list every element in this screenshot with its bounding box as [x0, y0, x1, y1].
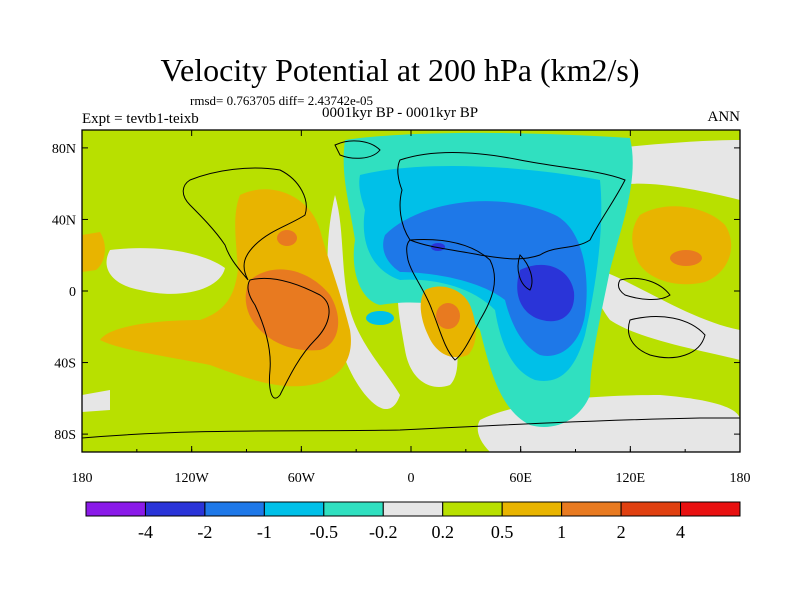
colorbar-labels: -4 -2 -1 -0.5 -0.2 0.2 0.5 1 2 4	[138, 522, 685, 542]
period-label: 0001kyr BP - 0001kyr BP	[322, 105, 479, 121]
season-label: ANN	[707, 109, 741, 125]
contour-pos-1-caribbean	[277, 230, 297, 246]
contour-neg-2-sahara	[431, 243, 445, 251]
contour-neutral-pacific	[106, 248, 225, 294]
contour-neutral-west-edge	[82, 390, 110, 412]
y-tick-label: 40N	[52, 213, 76, 228]
colorbar-label: -4	[138, 522, 153, 542]
x-tick-label: 60W	[288, 471, 316, 486]
coastlines	[82, 140, 740, 439]
y-tick-label: 80S	[54, 428, 76, 443]
coast-eurasia	[397, 152, 626, 260]
x-tick-label: 120E	[616, 471, 646, 486]
x-tick-label: 60E	[509, 471, 532, 486]
colorbar	[85, 501, 741, 517]
colorbar-label: 0.5	[491, 522, 514, 542]
contour-pos-1-pacific	[670, 250, 702, 266]
y-tick-label: 80N	[52, 142, 76, 157]
coast-antarctica	[82, 417, 740, 439]
colorbar-label: -2	[197, 522, 212, 542]
colorbar-swatch	[442, 501, 503, 517]
experiment-label: Expt = tevtb1-teixb	[82, 111, 199, 127]
y-tick-label: 40S	[54, 357, 76, 372]
contour-pos-1-americas	[245, 269, 339, 351]
colorbar-swatch	[561, 501, 622, 517]
x-tick-label: 120W	[175, 471, 210, 486]
colorbar-label: 1	[557, 522, 566, 542]
colorbar-label: 0.2	[431, 522, 454, 542]
contour-neutral-pacific-west	[594, 270, 740, 360]
coast-india	[517, 254, 533, 291]
stats-line: rmsd= 0.763705 diff= 2.43742e-05	[190, 93, 374, 108]
coast-north-america	[182, 167, 307, 281]
contour-pos-0-5-pacific	[632, 206, 732, 285]
x-tick-label: 180	[72, 471, 93, 486]
x-tick-label: 0	[408, 471, 415, 486]
colorbar-swatch	[501, 501, 563, 517]
contour-field	[82, 130, 740, 452]
coast-africa	[406, 239, 496, 361]
coast-australia	[627, 315, 706, 359]
colorbar-swatch	[263, 501, 325, 517]
contour-neutral-northeast	[596, 140, 740, 200]
coast-south-america	[247, 277, 330, 399]
contour-pos-0-5-west-edge	[82, 232, 105, 272]
colorbar-swatch	[382, 501, 444, 517]
coast-greenland	[334, 140, 381, 159]
colorbar-swatch	[323, 501, 384, 517]
colorbar-swatch	[680, 501, 741, 517]
colorbar-label: -0.5	[310, 522, 339, 542]
colorbar-label: 2	[617, 522, 626, 542]
map-title: Velocity Potential at 200 hPa (km2/s)	[160, 52, 640, 88]
x-axis: 180 120W 60W 0 60E 120E 180	[72, 130, 751, 486]
colorbar-label: 4	[676, 522, 685, 542]
colorbar-swatch	[144, 501, 206, 517]
y-axis: 80N 40N 0 40S 80S	[52, 142, 740, 443]
colorbar-swatch	[620, 501, 682, 517]
coast-indonesia	[617, 277, 671, 300]
x-tick-label: 180	[730, 471, 751, 486]
contour-neg-atlantic-small	[366, 311, 394, 325]
colorbar-label: -0.2	[369, 522, 398, 542]
colorbar-label: -1	[257, 522, 272, 542]
y-tick-label: 0	[69, 285, 76, 300]
colorbar-swatch	[204, 501, 265, 517]
colorbar-swatch	[85, 501, 146, 517]
contour-pos-1-africa	[436, 303, 460, 329]
